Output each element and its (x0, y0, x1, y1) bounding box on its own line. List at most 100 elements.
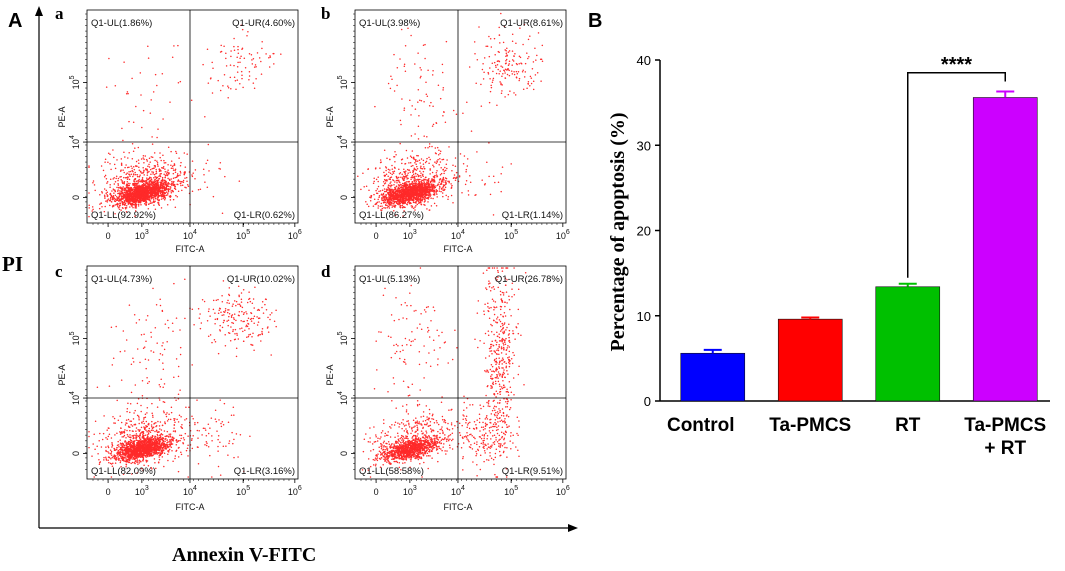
event-dot (230, 55, 232, 58)
event-dot (145, 158, 148, 161)
event-dot (163, 159, 165, 162)
outer-y-axis-arrow (35, 6, 43, 16)
event-dot (442, 87, 445, 89)
event-dot (182, 181, 185, 183)
event-dot (109, 193, 111, 195)
event-dot (172, 167, 174, 169)
event-dot (155, 189, 158, 191)
event-dot (130, 195, 132, 197)
event-dot (146, 178, 149, 181)
event-dot (402, 175, 405, 178)
event-dot (140, 196, 143, 198)
y-tick-label: 0 (71, 195, 81, 200)
event-dot (120, 178, 122, 181)
event-dot (92, 208, 94, 211)
event-dot (119, 202, 121, 205)
event-dot (170, 150, 172, 153)
event-dot (123, 151, 125, 153)
event-dot (131, 192, 133, 194)
event-dot (154, 73, 157, 76)
event-dot (158, 204, 161, 206)
event-dot (441, 71, 444, 74)
event-dot (155, 176, 157, 178)
event-dot (442, 178, 445, 180)
event-dot (438, 188, 441, 190)
event-dot (149, 192, 152, 195)
event-dot (237, 61, 239, 64)
event-dot (396, 190, 398, 193)
quadrant-lr-label: Q1-LR(1.14%) (502, 210, 563, 221)
event-dot (506, 54, 508, 56)
event-dot (186, 184, 189, 186)
event-dot (143, 170, 145, 172)
event-dot (404, 70, 407, 72)
event-dot (440, 183, 443, 185)
event-dot (247, 31, 249, 33)
event-dot (435, 189, 438, 191)
event-dot (137, 186, 139, 189)
event-dot (482, 62, 484, 65)
event-dot (450, 183, 452, 185)
event-dot (404, 186, 406, 189)
event-dot (153, 164, 156, 167)
event-dot (429, 181, 432, 184)
event-dot (126, 196, 129, 198)
event-dot (146, 169, 149, 172)
event-dot (194, 169, 197, 171)
event-dot (140, 94, 142, 96)
event-dot (150, 178, 153, 181)
event-dot (160, 184, 163, 186)
event-dot (392, 193, 394, 196)
event-dot (144, 454, 147, 457)
event-dot (116, 203, 118, 206)
event-dot (145, 191, 147, 194)
event-dot (521, 71, 524, 73)
event-dot (420, 158, 423, 160)
event-dot (220, 44, 222, 47)
event-dot (162, 154, 164, 157)
event-dot (418, 182, 421, 184)
event-dot (128, 166, 130, 169)
event-dot (132, 193, 134, 196)
event-dot (107, 459, 109, 461)
event-dot (136, 182, 139, 185)
event-dot (419, 174, 421, 177)
event-dot (496, 60, 499, 63)
event-dot (165, 188, 167, 191)
event-dot (475, 194, 477, 196)
event-dot (154, 183, 156, 186)
event-dot (429, 173, 431, 175)
event-dot (180, 184, 182, 187)
event-dot (397, 189, 400, 191)
event-dot (420, 192, 423, 195)
event-dot (363, 185, 365, 188)
event-dot (431, 145, 433, 148)
event-dot (120, 163, 123, 165)
event-dot (429, 188, 431, 190)
event-dot (235, 88, 237, 91)
event-dot (433, 184, 435, 186)
event-dot (426, 136, 428, 138)
event-dot (483, 184, 486, 186)
event-dot (405, 175, 407, 177)
event-dot (132, 206, 134, 209)
event-dot (409, 171, 411, 174)
event-dot (489, 37, 492, 40)
event-dot (234, 80, 237, 82)
event-dot (127, 190, 130, 193)
event-dot (467, 190, 470, 192)
event-dot (465, 168, 468, 171)
event-dot (167, 146, 170, 149)
event-dot (162, 437, 165, 440)
plot-frame (354, 9, 567, 224)
event-dot (430, 101, 432, 104)
event-dot (153, 181, 155, 183)
event-dot (526, 87, 528, 89)
event-dot (122, 169, 124, 171)
event-dot (148, 157, 151, 160)
y-axis-title-pi: PI (2, 252, 23, 276)
event-dot (152, 91, 155, 93)
event-dot (402, 179, 405, 182)
event-dot (397, 187, 399, 190)
event-dot (503, 25, 506, 28)
